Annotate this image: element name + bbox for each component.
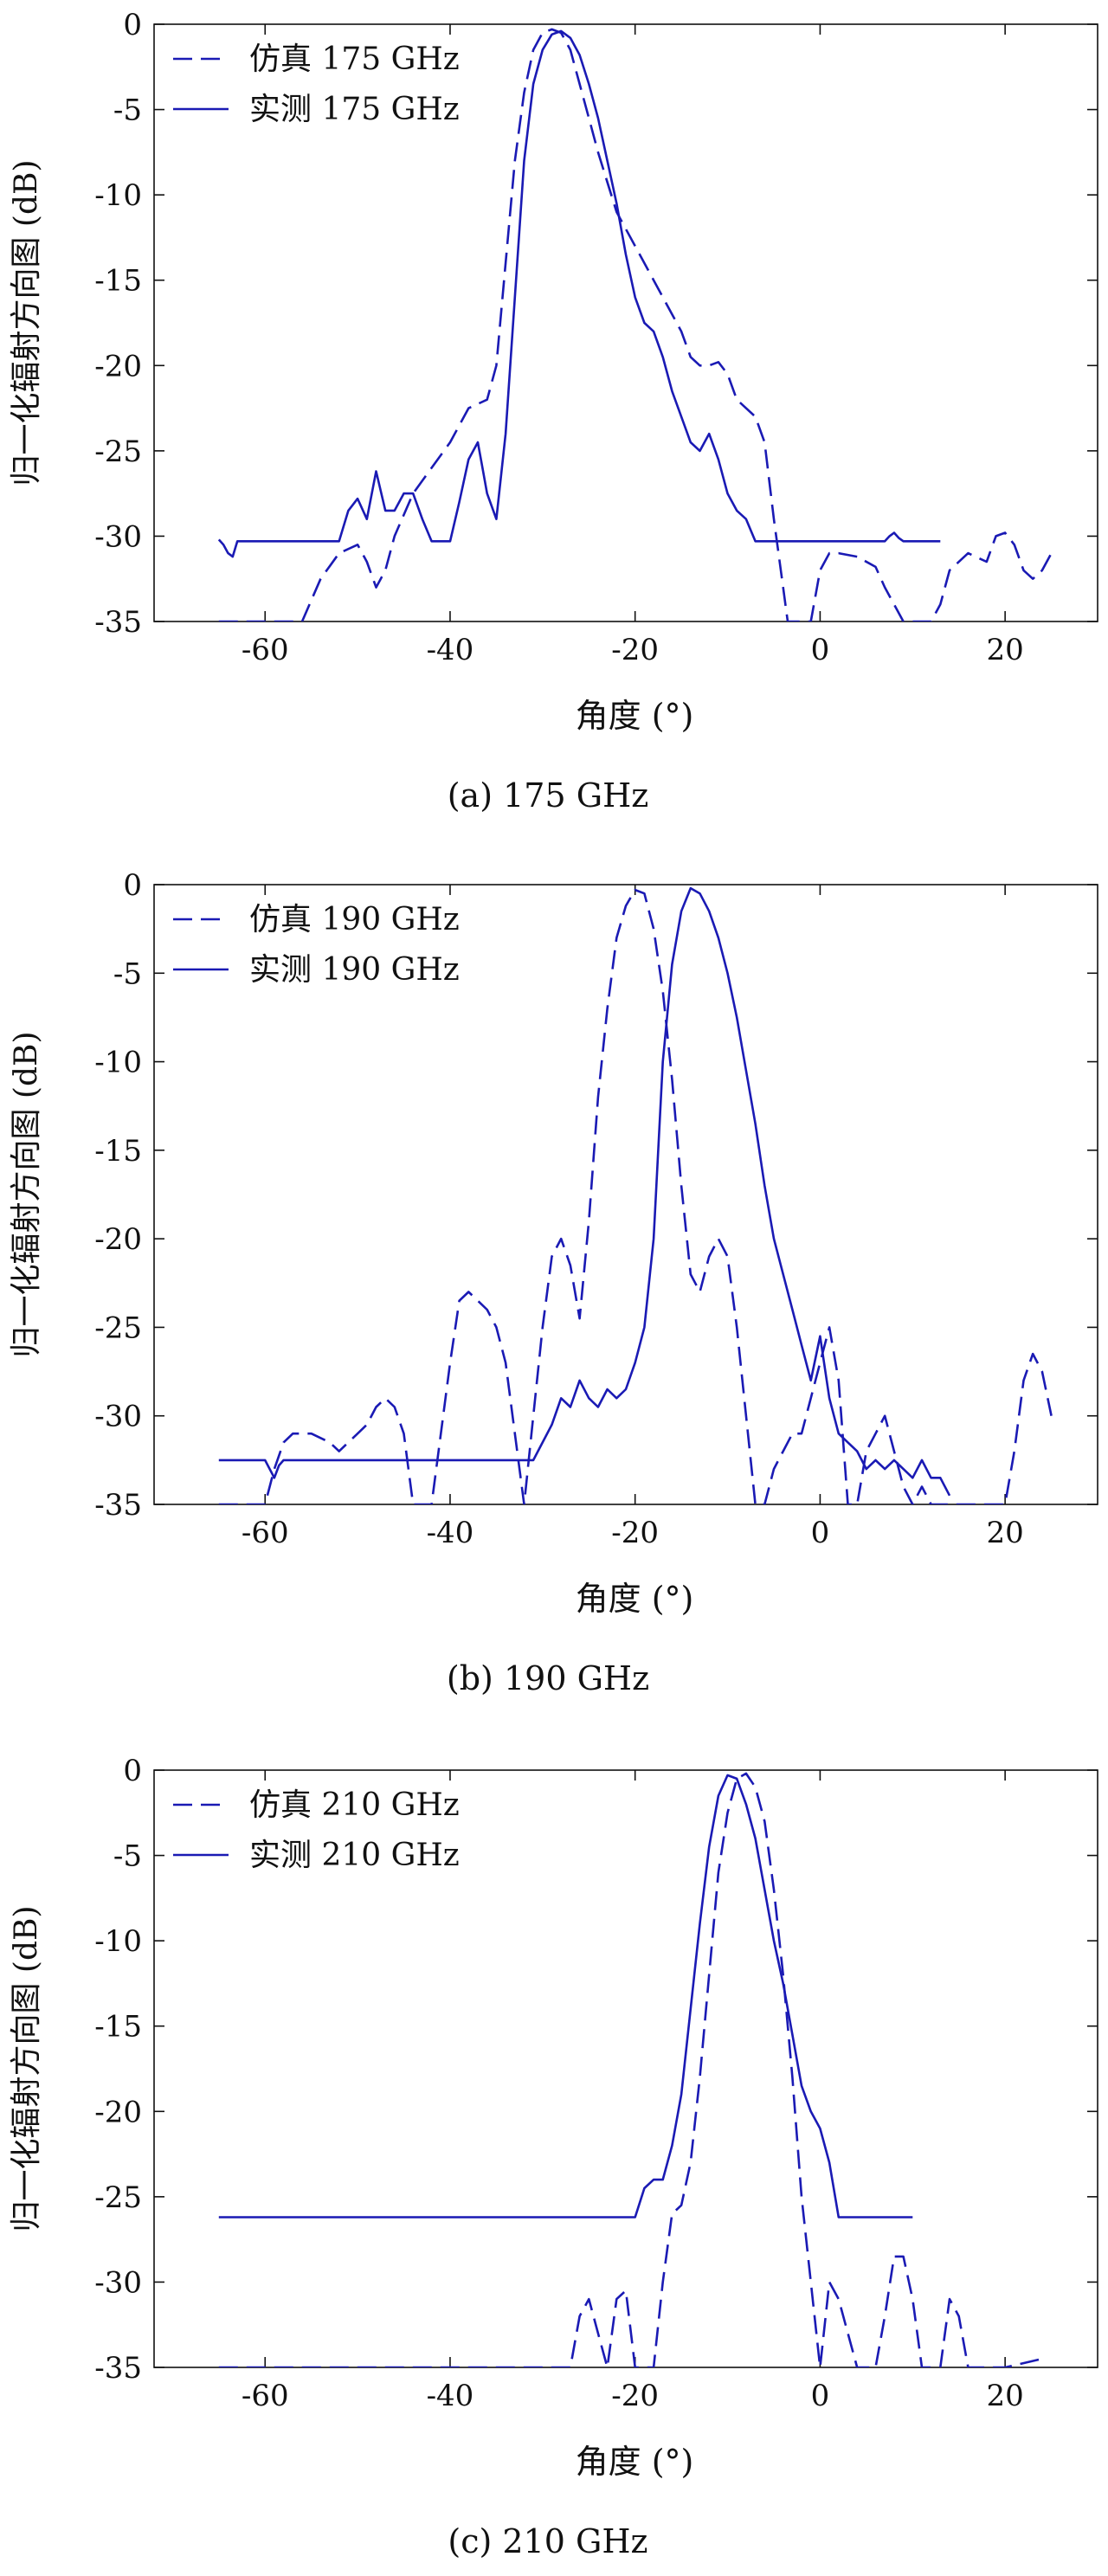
y-axis-label: 归一化辐射方向图 (dB) bbox=[9, 159, 44, 486]
x-axis-label: 角度 (°) bbox=[576, 1580, 694, 1618]
y-tick-label: -5 bbox=[113, 956, 142, 991]
series-simulated-line bbox=[218, 28, 1053, 621]
y-tick-label: -35 bbox=[94, 2351, 142, 2386]
chart-panel-0: -60 -40 -20 0 20 0 -5 -10 -15 -20 -25 -30 -35 角度 (°) 归… bbox=[9, 8, 1098, 815]
y-tick-label: -20 bbox=[94, 1222, 142, 1257]
x-tick-label: -20 bbox=[611, 633, 659, 667]
x-tick-label: -40 bbox=[427, 2379, 474, 2413]
series-simulated-line bbox=[218, 1772, 1043, 2367]
y-tick-label: -5 bbox=[113, 93, 142, 128]
y-tick-label: -15 bbox=[94, 264, 142, 299]
x-tick-label: -60 bbox=[242, 1516, 289, 1550]
legend-label: 仿真 175 GHz bbox=[249, 42, 460, 77]
panel-caption: (c) 210 GHz bbox=[448, 2522, 647, 2560]
plot-frame bbox=[153, 884, 1098, 1505]
x-tick-label: -20 bbox=[611, 1516, 659, 1550]
y-tick-label: -10 bbox=[94, 178, 142, 213]
series-measured-line bbox=[218, 1774, 913, 2219]
legend-label: 仿真 210 GHz bbox=[249, 1787, 460, 1823]
y-tick-label: -25 bbox=[94, 435, 142, 469]
x-tick-label: -40 bbox=[427, 1516, 474, 1550]
legend-label: 实测 210 GHz bbox=[249, 1838, 460, 1873]
y-tick-label: -30 bbox=[94, 2265, 142, 2300]
x-axis-label: 角度 (°) bbox=[576, 2443, 694, 2481]
series-measured-line bbox=[217, 29, 941, 558]
y-tick-label: -15 bbox=[94, 1134, 142, 1169]
y-tick-label: -20 bbox=[94, 349, 142, 383]
x-tick-label: 0 bbox=[811, 633, 830, 667]
x-tick-label: 0 bbox=[811, 2379, 830, 2413]
legend-label: 实测 190 GHz bbox=[249, 952, 460, 988]
y-tick-label: -10 bbox=[94, 1924, 142, 1959]
y-tick-label: -10 bbox=[94, 1046, 142, 1080]
y-tick-label: -15 bbox=[94, 2010, 142, 2045]
series-simulated-line bbox=[218, 888, 1053, 1504]
x-tick-label: 20 bbox=[987, 1516, 1024, 1550]
x-tick-label: -40 bbox=[427, 633, 474, 667]
y-tick-label: 0 bbox=[123, 8, 142, 42]
legend-label: 实测 175 GHz bbox=[249, 92, 460, 127]
chart-panel-2: -60 -40 -20 0 20 0 -5 -10 -15 -20 -25 -30 -35 角度 (°) 归… bbox=[9, 1754, 1098, 2560]
panel-caption: (a) 175 GHz bbox=[448, 776, 649, 815]
y-tick-label: -35 bbox=[94, 1488, 142, 1523]
y-tick-label: -20 bbox=[94, 2095, 142, 2129]
y-tick-label: -5 bbox=[113, 1839, 142, 1874]
panel-caption: (b) 190 GHz bbox=[447, 1659, 649, 1697]
y-axis-label: 归一化辐射方向图 (dB) bbox=[9, 1031, 44, 1357]
x-tick-label: -20 bbox=[611, 2379, 659, 2413]
x-tick-label: 20 bbox=[987, 633, 1024, 667]
legend-label: 仿真 190 GHz bbox=[249, 902, 460, 937]
x-tick-label: -60 bbox=[242, 2379, 289, 2413]
x-axis-label: 角度 (°) bbox=[576, 697, 694, 735]
y-tick-label: -25 bbox=[94, 1311, 142, 1345]
y-tick-label: -30 bbox=[94, 1400, 142, 1434]
y-tick-label: 0 bbox=[123, 1754, 142, 1788]
y-tick-label: -25 bbox=[94, 2180, 142, 2215]
x-tick-label: 0 bbox=[811, 1516, 830, 1550]
plot-frame bbox=[153, 23, 1098, 622]
x-tick-label: -60 bbox=[242, 633, 289, 667]
y-axis-label: 归一化辐射方向图 (dB) bbox=[9, 1905, 44, 2231]
series-measured-line bbox=[218, 886, 951, 1497]
y-tick-label: -35 bbox=[94, 605, 142, 640]
chart-panel-1: -60 -40 -20 0 20 0 -5 -10 -15 -20 -25 -30 -35 角度 (°) 归… bbox=[9, 868, 1098, 1697]
x-tick-label: 20 bbox=[987, 2379, 1024, 2413]
y-tick-label: -30 bbox=[94, 519, 142, 554]
plot-frame bbox=[153, 1769, 1098, 2368]
y-tick-label: 0 bbox=[123, 868, 142, 903]
